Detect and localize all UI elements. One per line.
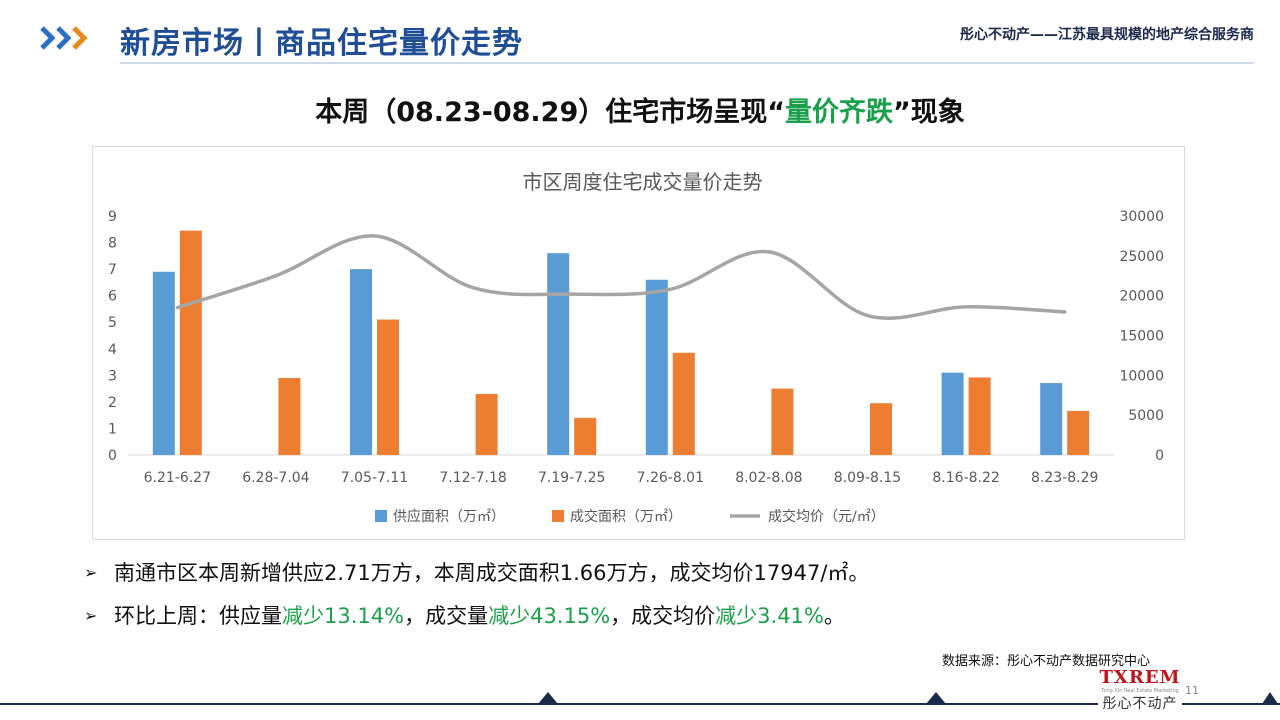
x-tick-label: 8.02-8.08 <box>735 470 802 486</box>
y-left-tick-label: 3 <box>108 368 117 384</box>
legend-swatch <box>552 510 564 522</box>
x-tick-label: 8.23-8.29 <box>1031 470 1098 486</box>
y-right-tick-label: 5000 <box>1128 408 1164 424</box>
page-number: 11 <box>1185 684 1199 697</box>
chart-title: 市区周度住宅成交量价走势 <box>523 170 763 194</box>
legend-label: 成交面积（万㎡） <box>570 508 682 525</box>
y-left-tick-label: 8 <box>108 236 117 252</box>
x-tick-label: 6.21-6.27 <box>144 470 211 486</box>
supply-bar <box>941 372 964 455</box>
deal-bar <box>475 393 498 455</box>
y-right-tick-label: 30000 <box>1119 209 1164 225</box>
deal-bar <box>771 388 794 455</box>
bullet-highlight-text: 减少13.14% <box>282 604 405 628</box>
page-title: 新房市场丨商品住宅量价走势 <box>120 26 523 61</box>
bullet-summary: ➢ 南通市区本周新增供应2.71万方，本周成交面积1.66万方，成交均价17947… <box>84 557 869 587</box>
chevron-arrows-icon <box>40 26 88 50</box>
logo-subtitle: Tong Xin Real Estate Marketing <box>1101 688 1179 694</box>
deal-bar <box>870 403 892 455</box>
y-left-tick-label: 7 <box>108 262 117 278</box>
deal-bar <box>574 417 597 455</box>
bullet-arrow-icon: ➢ <box>84 563 98 582</box>
deal-bar <box>278 377 301 455</box>
x-tick-label: 8.16-8.22 <box>932 470 999 486</box>
supply-bar <box>645 279 668 455</box>
y-right-tick-label: 10000 <box>1119 368 1164 384</box>
y-right-tick-label: 15000 <box>1119 329 1164 345</box>
bullet-text: 环比上周：供应量 <box>114 604 282 628</box>
logo-chinese-name: 彤心不动产 <box>1102 696 1178 712</box>
x-tick-label: 8.09-8.15 <box>834 470 901 486</box>
supply-bar <box>1040 383 1063 455</box>
y-left-tick-label: 0 <box>108 448 117 464</box>
y-left-tick-label: 4 <box>108 342 117 358</box>
y-right-tick-label: 25000 <box>1119 249 1164 265</box>
legend-label: 成交均价（元/㎡） <box>768 508 885 525</box>
x-tick-label: 7.12-7.18 <box>439 470 506 486</box>
bullet-text: 。 <box>823 604 845 628</box>
company-logo: TXREM Tong Xin Real Estate Marketing 彤心不… <box>1098 668 1182 718</box>
supply-bar <box>152 271 175 455</box>
supply-bar <box>350 269 372 455</box>
x-tick-label: 7.05-7.11 <box>341 470 408 486</box>
headline-suffix: ”现象 <box>893 97 965 128</box>
chart-frame <box>92 146 1185 540</box>
headline-prefix: 本周（08.23-08.29）住宅市场呈现“ <box>315 97 785 128</box>
y-right-tick-label: 20000 <box>1119 289 1164 305</box>
bullet-text: ，成交均价 <box>610 604 716 628</box>
company-slogan: 彤心不动产——江苏最具规模的地产综合服务商 <box>960 27 1254 43</box>
y-left-tick-label: 2 <box>108 395 117 411</box>
y-left-tick-label: 9 <box>108 209 117 225</box>
x-tick-label: 6.28-7.04 <box>242 470 309 486</box>
legend-swatch <box>375 510 387 522</box>
bullet-comparison: ➢ 环比上周：供应量减少13.14%，成交量减少43.15%，成交均价减少3.41… <box>84 600 845 630</box>
bullet-highlight-text: 减少43.15% <box>488 604 611 628</box>
bullet-highlight-text: 减少3.41% <box>715 604 824 628</box>
deal-bar <box>377 319 399 455</box>
y-left-tick-label: 6 <box>108 289 117 305</box>
bullet-text: ，成交量 <box>404 604 489 628</box>
logo-brand: TXREM <box>1099 667 1181 688</box>
headline-highlight: 量价齐跌 <box>785 97 893 128</box>
deal-bar <box>179 230 202 455</box>
bullet-text: 南通市区本周新增供应2.71万方，本周成交面积1.66万方，成交均价17947/… <box>114 561 870 585</box>
price-volume-chart: 市区周度住宅成交量价走势 0 1 2 3 4 5 6 7 8 9 0 5000 10000 15000 200… <box>108 170 1164 525</box>
headline: 本周（08.23-08.29）住宅市场呈现“量价齐跌”现象 <box>0 90 1280 129</box>
y-left-tick-label: 5 <box>108 315 117 331</box>
footer-bar <box>0 692 1280 705</box>
avg-price-line <box>175 234 1067 320</box>
data-source: 数据来源：彤心不动产数据研究中心 <box>941 654 1150 669</box>
y-right-tick-label: 0 <box>1155 448 1164 464</box>
bullet-arrow-icon: ➢ <box>84 606 98 625</box>
deal-bar <box>968 377 991 455</box>
supply-bar <box>547 253 570 455</box>
x-tick-label: 7.26-8.01 <box>637 470 704 486</box>
x-tick-label: 7.19-7.25 <box>538 470 605 486</box>
y-left-tick-label: 1 <box>108 421 117 437</box>
deal-bar <box>1067 410 1090 455</box>
legend-label: 供应面积（万㎡） <box>393 508 505 525</box>
deal-bar <box>672 352 695 455</box>
header-divider <box>120 62 1254 64</box>
